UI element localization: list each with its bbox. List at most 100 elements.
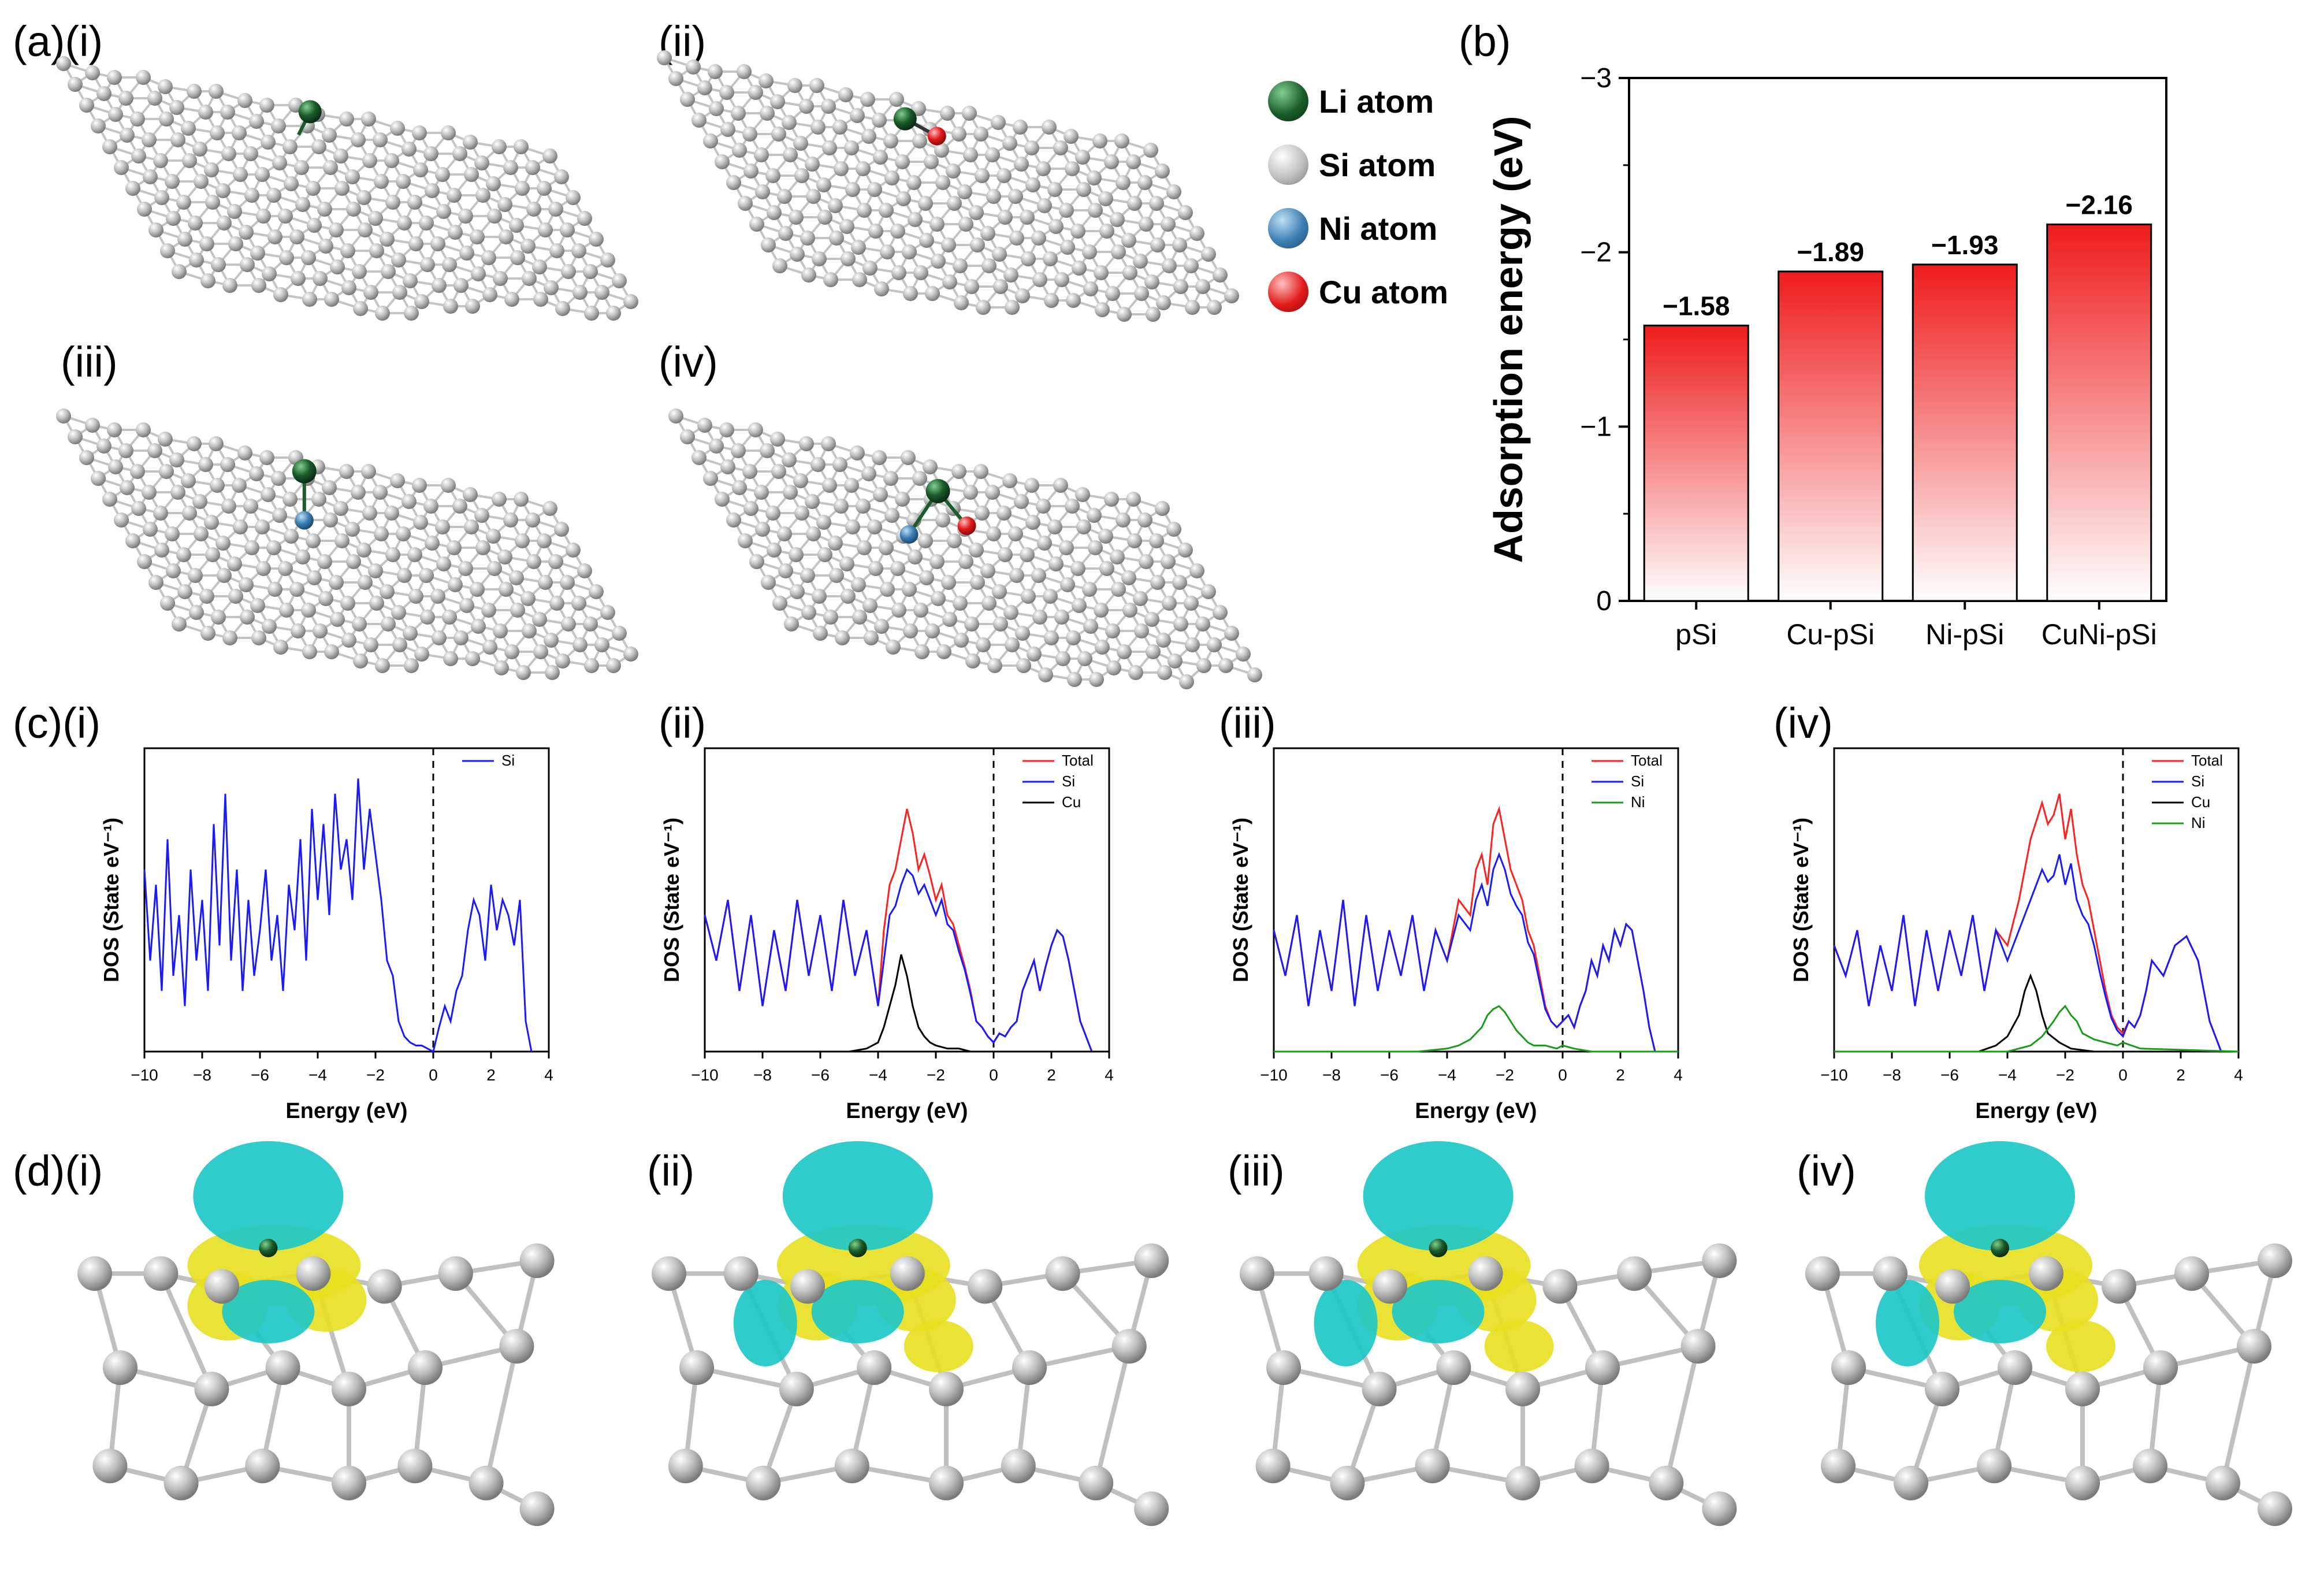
si-atom bbox=[857, 203, 872, 218]
si-atom bbox=[205, 547, 220, 562]
si-atom bbox=[375, 306, 390, 321]
si-atom bbox=[362, 153, 377, 168]
si-atom bbox=[291, 271, 306, 286]
si-atom bbox=[1167, 653, 1183, 668]
si-atom bbox=[761, 575, 776, 590]
x-tick-label: −2 bbox=[1496, 1066, 1514, 1084]
si-atom bbox=[864, 630, 879, 645]
si-atom bbox=[874, 619, 889, 634]
si-atom bbox=[996, 506, 1012, 521]
si-atom bbox=[1266, 1350, 1301, 1385]
si-atom bbox=[857, 1350, 892, 1385]
si-atom bbox=[1127, 533, 1142, 548]
si-atom bbox=[1161, 217, 1176, 232]
si-atom bbox=[822, 478, 837, 493]
si-atom bbox=[931, 591, 946, 606]
si-atom bbox=[143, 522, 158, 537]
si-atom bbox=[519, 1491, 555, 1527]
si-atom bbox=[176, 547, 191, 562]
si-atom bbox=[353, 301, 368, 316]
si-atom bbox=[474, 155, 489, 170]
x-tick-label: −6 bbox=[1380, 1066, 1399, 1084]
x-tick-label: 2 bbox=[486, 1066, 496, 1084]
si-atom bbox=[879, 203, 894, 218]
si-atom bbox=[102, 492, 117, 507]
si-atom bbox=[1415, 1449, 1450, 1484]
si-atom bbox=[790, 247, 805, 262]
si-atom bbox=[311, 139, 326, 154]
bar bbox=[1912, 263, 2018, 602]
si-atom bbox=[1162, 596, 1177, 611]
lattice-structure-iv bbox=[668, 408, 1262, 689]
charge-accumulation-lobe bbox=[2046, 1320, 2115, 1372]
charge-depletion-lobe bbox=[733, 1280, 797, 1366]
si-atom bbox=[890, 1256, 925, 1291]
si-atom bbox=[1207, 637, 1222, 652]
si-atom bbox=[1213, 268, 1228, 283]
si-atom bbox=[884, 508, 899, 523]
si-atom bbox=[742, 464, 757, 479]
si-atom bbox=[1185, 637, 1200, 652]
si-atom bbox=[448, 225, 463, 240]
si-atom bbox=[958, 217, 973, 232]
si-atom bbox=[345, 522, 360, 537]
legend-label: Total bbox=[1062, 752, 1094, 769]
si-atom bbox=[1021, 589, 1036, 604]
si-atom bbox=[1126, 154, 1141, 169]
si-atom bbox=[401, 494, 417, 509]
si-atom bbox=[929, 554, 945, 569]
x-tick-label: 0 bbox=[989, 1066, 998, 1084]
si-atom bbox=[1585, 1350, 1620, 1385]
si-atom bbox=[1014, 494, 1029, 509]
legend-label: Ni bbox=[1631, 793, 1645, 811]
si-atom bbox=[525, 512, 540, 528]
si-atom bbox=[243, 499, 258, 514]
si-atom bbox=[1031, 231, 1046, 246]
si-atom bbox=[221, 146, 236, 161]
si-atom bbox=[872, 450, 887, 465]
si-atom bbox=[96, 86, 111, 101]
si-atom bbox=[408, 589, 423, 604]
si-atom bbox=[911, 101, 926, 116]
si-atom bbox=[1213, 605, 1228, 620]
li-atom bbox=[848, 1239, 867, 1257]
si-atom bbox=[295, 549, 310, 564]
si-atom bbox=[1036, 499, 1051, 514]
si-atom bbox=[302, 292, 317, 307]
si-atom bbox=[929, 217, 945, 232]
si-atom bbox=[845, 182, 860, 197]
si-atom bbox=[1137, 175, 1152, 190]
si-atom bbox=[832, 457, 847, 472]
si-atom bbox=[1079, 1465, 1114, 1501]
si-atom bbox=[799, 436, 814, 451]
si-atom bbox=[998, 547, 1013, 562]
charge-accumulation-lobe bbox=[1484, 1320, 1554, 1372]
si-atom bbox=[1542, 1269, 1578, 1304]
si-atom bbox=[537, 533, 552, 548]
si-atom bbox=[68, 77, 83, 92]
si-atom bbox=[962, 106, 977, 121]
si-atom bbox=[430, 589, 445, 604]
si-atom bbox=[356, 543, 371, 558]
si-atom bbox=[908, 212, 923, 227]
si-atom bbox=[271, 471, 286, 486]
si-atom bbox=[204, 1269, 239, 1304]
si-atom bbox=[294, 160, 309, 175]
si-atom bbox=[1935, 1269, 1970, 1304]
si-atom bbox=[154, 190, 169, 205]
isosurface-lobes bbox=[1314, 1141, 1554, 1372]
si-atom bbox=[346, 202, 361, 217]
si-atom bbox=[679, 1350, 714, 1385]
si-atom bbox=[868, 561, 883, 576]
si-atom bbox=[333, 148, 348, 164]
si-atom bbox=[542, 148, 557, 164]
si-atom bbox=[249, 466, 264, 481]
si-atom bbox=[726, 512, 741, 528]
si-atom bbox=[1173, 279, 1188, 294]
si-atom bbox=[992, 584, 1007, 599]
si-atom bbox=[749, 554, 764, 569]
x-tick-label: −6 bbox=[251, 1066, 269, 1084]
si-atom bbox=[954, 633, 969, 648]
si-atom bbox=[895, 492, 910, 507]
si-atom bbox=[1189, 563, 1204, 578]
